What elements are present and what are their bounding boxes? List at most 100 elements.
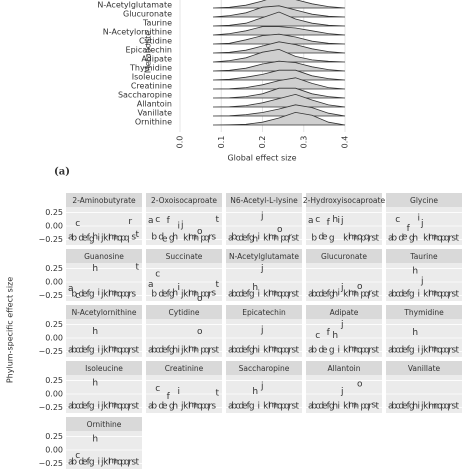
letter-point: n [193, 345, 199, 355]
panel-title: Thymidine [403, 308, 444, 317]
letter-point: q [124, 289, 130, 299]
y-tick-label: Vanillate [138, 109, 173, 118]
strip [66, 249, 142, 263]
letter-point: k [423, 233, 429, 243]
letter-point: a [388, 289, 394, 299]
letter-point: l [428, 401, 431, 411]
letter-point: s [131, 401, 136, 411]
panel-title: Glycine [410, 196, 438, 205]
y-tick-label: Ornithine [135, 118, 172, 127]
letter-point: r [288, 232, 292, 242]
letter-point: i [97, 457, 100, 467]
strip [146, 249, 222, 263]
letter-point: j [180, 289, 184, 299]
letter-point: p [120, 289, 126, 299]
ridge [212, 5, 346, 18]
letter-point: t [375, 401, 379, 411]
letter-point: a [308, 289, 314, 299]
letter-point: o [357, 345, 363, 355]
letter-point: q [284, 401, 290, 411]
letter-point: s [211, 345, 216, 355]
y-tick-label: −0.25 [38, 347, 63, 356]
letter-point: c [75, 291, 80, 301]
letter-point: j [340, 283, 344, 293]
letter-point: r [128, 289, 132, 299]
letter-point: l [188, 233, 191, 243]
letter-point: s [451, 233, 456, 243]
letter-point: l [188, 345, 191, 355]
letter-point: h [412, 267, 418, 277]
letter-point: a [148, 345, 154, 355]
letter-point: q [444, 289, 450, 299]
letter-point: g [89, 289, 95, 299]
letter-point: e [402, 232, 408, 242]
letter-point: k [103, 457, 109, 467]
letter-point: h [92, 435, 98, 445]
letter-point: f [407, 401, 411, 411]
letter-point: n [433, 233, 439, 243]
letter-point: g [89, 235, 95, 245]
letter-point: d [238, 233, 244, 243]
letter-point: g [249, 233, 255, 243]
ridge [212, 26, 346, 36]
letter-point: r [368, 345, 372, 355]
y-tick-label: 0.00 [45, 222, 63, 231]
letter-point: o [437, 401, 443, 411]
letter-point: e [322, 232, 328, 242]
y-tick-label: 0.00 [45, 390, 63, 399]
strip [386, 193, 462, 207]
letter-point: t [215, 345, 219, 355]
letter-point: b [71, 401, 77, 411]
letter-point: a [228, 345, 234, 355]
strip [306, 361, 382, 375]
letter-point: d [158, 401, 164, 411]
letter-point: l [108, 289, 111, 299]
letter-point: a [68, 401, 74, 411]
letter-point: t [295, 401, 299, 411]
letter-point: j [180, 220, 184, 230]
letter-point: a [148, 401, 154, 411]
letter-point: t [455, 289, 459, 299]
letter-point: p [360, 233, 366, 243]
strip [226, 193, 302, 207]
letter-point: b [231, 401, 237, 411]
letter-point: e [402, 401, 408, 411]
letter-point: e [82, 289, 88, 299]
letter-point: e [82, 345, 88, 355]
letter-point: m [188, 400, 197, 410]
letter-point: b [151, 232, 157, 242]
letter-point: p [440, 289, 446, 299]
letter-point: r [288, 345, 292, 355]
letter-point: t [215, 388, 219, 398]
letter-point: m [188, 344, 197, 354]
letter-point: b [311, 401, 317, 411]
letter-point: j [420, 401, 424, 411]
letter-point: d [238, 401, 244, 411]
letter-point: n [433, 289, 439, 299]
letter-point: k [263, 289, 269, 299]
letter-point: i [337, 216, 340, 226]
ridge [212, 48, 346, 63]
letter-point: l [268, 233, 271, 243]
letter-point: k [423, 345, 429, 355]
letter-point: s [291, 401, 296, 411]
letter-point: l [268, 345, 271, 355]
letter-point: p [440, 401, 446, 411]
letter-point: r [448, 289, 452, 299]
letter-point: i [177, 222, 180, 232]
letter-point: d [398, 345, 404, 355]
letter-point: o [357, 232, 363, 242]
letter-point: n [273, 401, 279, 411]
letter-point: i [97, 345, 100, 355]
letter-point: q [364, 401, 370, 411]
letter-point: e [82, 457, 88, 467]
letter-point: m [268, 288, 277, 298]
letter-point: i [177, 387, 180, 397]
letter-point: n [273, 289, 279, 299]
panel-title: Creatinine [165, 364, 204, 373]
letter-point: g [89, 457, 95, 467]
letter-point: n [353, 345, 359, 355]
letter-point: a [148, 280, 154, 290]
letter-point: s [131, 232, 136, 242]
